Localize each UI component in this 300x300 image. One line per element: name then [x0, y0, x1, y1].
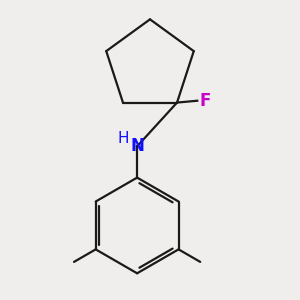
Text: N: N	[130, 137, 144, 155]
Text: H: H	[117, 131, 129, 146]
Text: F: F	[199, 92, 211, 110]
